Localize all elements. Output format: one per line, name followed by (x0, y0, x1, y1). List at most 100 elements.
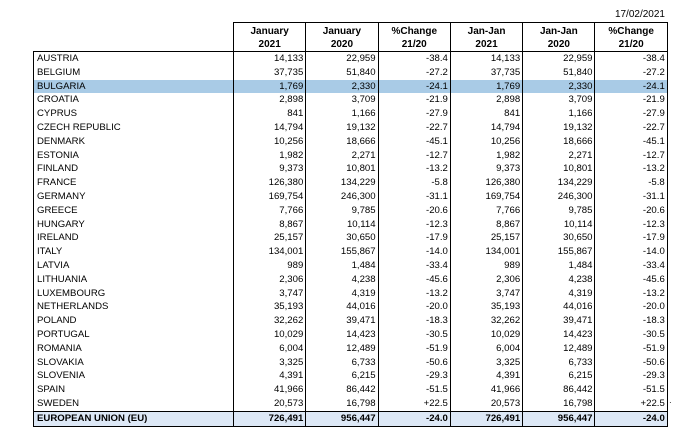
value-cell: -27.9 (377, 107, 451, 121)
value-cell: 134,229 (305, 176, 379, 190)
country-cell: ROMANIA (33, 341, 234, 356)
value-cell: 4,319 (522, 286, 596, 301)
value-cell: 1,982 (449, 148, 524, 163)
value-cell: 169,754 (449, 189, 524, 204)
table-row: CYPRUS 841 1,166 -27.9 841 1,166 -27.9 (33, 107, 668, 121)
country-cell: LATVIA (33, 258, 234, 273)
value-cell: -29.3 (594, 369, 668, 384)
value-cell: 22,959 (305, 51, 379, 66)
value-cell: -33.4 (377, 258, 451, 273)
value-cell: 3,709 (305, 93, 379, 108)
country-cell: LUXEMBOURG (33, 286, 234, 301)
table-row: AUSTRIA 14,133 22,959 -38.4 14,133 22,959 -38.… (33, 51, 668, 66)
country-cell: ITALY (33, 245, 234, 259)
value-cell: -24.0 (594, 410, 668, 427)
value-cell: 2,898 (449, 93, 524, 108)
value-cell: 134,001 (232, 245, 307, 259)
value-cell: 86,442 (522, 383, 596, 397)
table-row: CZECH REPUBLIC 14,794 19,132 -22.7 14,794 19,… (33, 120, 668, 135)
value-cell: 35,193 (449, 300, 524, 315)
value-cell: -18.3 (377, 314, 451, 328)
table-row: ROMANIA 6,004 12,489 -51.9 6,004 12,489 -51.9 (33, 341, 668, 356)
value-cell: 10,029 (232, 327, 307, 342)
table-row: BELGIUM 37,735 51,840 -27.2 37,735 51,840 -27.… (33, 65, 668, 80)
country-cell: IRELAND (33, 231, 234, 246)
value-cell: -50.6 (377, 355, 451, 370)
table-row: FRANCE 126,380 134,229 -5.8 126,380 134,229 -5… (33, 176, 668, 190)
value-cell: -14.0 (594, 245, 668, 259)
value-cell: 2,306 (232, 272, 307, 287)
value-cell: 8,867 (232, 217, 307, 232)
value-cell: 2,271 (305, 148, 379, 163)
value-cell: 14,794 (449, 120, 524, 135)
value-cell: 3,747 (232, 286, 307, 301)
value-cell: 9,785 (522, 203, 596, 218)
value-cell: -12.3 (594, 217, 668, 232)
table-row: DENMARK 10,256 18,666 -45.1 10,256 18,666 -45.… (33, 134, 668, 149)
value-cell: 16,798 (522, 396, 596, 412)
value-cell: 39,471 (522, 314, 596, 328)
table-row: IRELAND 25,157 30,650 -17.9 25,157 30,650 -17.… (33, 231, 668, 246)
value-cell: 6,215 (522, 369, 596, 384)
value-cell: 30,650 (305, 231, 379, 246)
country-cell: DENMARK (33, 134, 234, 149)
value-cell: 37,735 (449, 65, 524, 80)
value-cell: 37,735 (232, 65, 307, 80)
value-cell: 155,867 (305, 245, 379, 259)
table-row: HUNGARY 8,867 10,114 -12.3 8,867 10,114 -12.3 (33, 217, 668, 232)
value-cell: -20.6 (594, 203, 668, 218)
table-row: NETHERLANDS 35,193 44,016 -20.0 35,193 44,016… (33, 300, 668, 315)
header-change-month: %Change 21/20 (377, 22, 451, 52)
country-cell: SPAIN (33, 383, 234, 397)
value-cell: 10,801 (305, 162, 379, 177)
value-cell: 19,132 (522, 120, 596, 135)
table-row: GREECE 7,766 9,785 -20.6 7,766 9,785 -20.6 (33, 203, 668, 218)
country-cell: LITHUANIA (33, 272, 234, 287)
value-cell: -30.5 (377, 327, 451, 342)
value-cell: -29.3 (377, 369, 451, 384)
country-cell: BULGARIA (33, 79, 234, 94)
value-cell: 41,966 (449, 383, 524, 397)
value-cell: 246,300 (305, 189, 379, 204)
value-cell: 2,330 (305, 79, 379, 94)
value-cell: 134,229 (522, 176, 596, 190)
value-cell: 1,484 (522, 258, 596, 273)
value-cell: 2,271 (522, 148, 596, 163)
header-january-2020: January 2020 (305, 22, 379, 52)
country-cell: GREECE (33, 203, 234, 218)
value-cell: 6,215 (305, 369, 379, 384)
value-cell: 9,373 (232, 162, 307, 177)
table-row: SWEDEN 20,573 16,798 +22.5 20,573 16,798 +22.5 (33, 396, 668, 412)
value-cell: -17.9 (594, 231, 668, 246)
value-cell: 10,256 (449, 134, 524, 149)
value-cell: 2,330 (522, 79, 596, 94)
value-cell: 989 (232, 258, 307, 273)
header-jan-jan-2021: Jan-Jan 2021 (449, 22, 524, 52)
value-cell: -50.6 (594, 355, 668, 370)
value-cell: -22.7 (377, 120, 451, 135)
value-cell: 841 (449, 107, 524, 121)
value-cell: 246,300 (522, 189, 596, 204)
value-cell: 32,262 (449, 314, 524, 328)
value-cell: 25,157 (449, 231, 524, 246)
value-cell: 2,898 (232, 93, 307, 108)
value-cell: 155,867 (522, 245, 596, 259)
value-cell: -14.0 (377, 245, 451, 259)
table-row: LUXEMBOURG 3,747 4,319 -13.2 3,747 4,319 -13.2 (33, 286, 668, 301)
table-row: CROATIA 2,898 3,709 -21.9 2,898 3,709 -21.9 (33, 93, 668, 108)
value-cell: 8,867 (449, 217, 524, 232)
value-cell: -38.4 (377, 51, 451, 66)
value-cell: -51.9 (594, 341, 668, 356)
value-cell: 1,166 (522, 107, 596, 121)
value-cell: 22,959 (522, 51, 596, 66)
country-cell: PORTUGAL (33, 327, 234, 342)
table-row: LATVIA 989 1,484 -33.4 989 1,484 -33.4 (33, 258, 668, 273)
value-cell: -45.1 (377, 134, 451, 149)
value-cell: -13.2 (377, 162, 451, 177)
value-cell: 4,391 (449, 369, 524, 384)
value-cell: 3,325 (232, 355, 307, 370)
value-cell: 44,016 (522, 300, 596, 315)
header-change-ytd: %Change 21/20 (594, 22, 668, 52)
value-cell: 20,573 (449, 396, 524, 412)
value-cell: -18.3 (594, 314, 668, 328)
